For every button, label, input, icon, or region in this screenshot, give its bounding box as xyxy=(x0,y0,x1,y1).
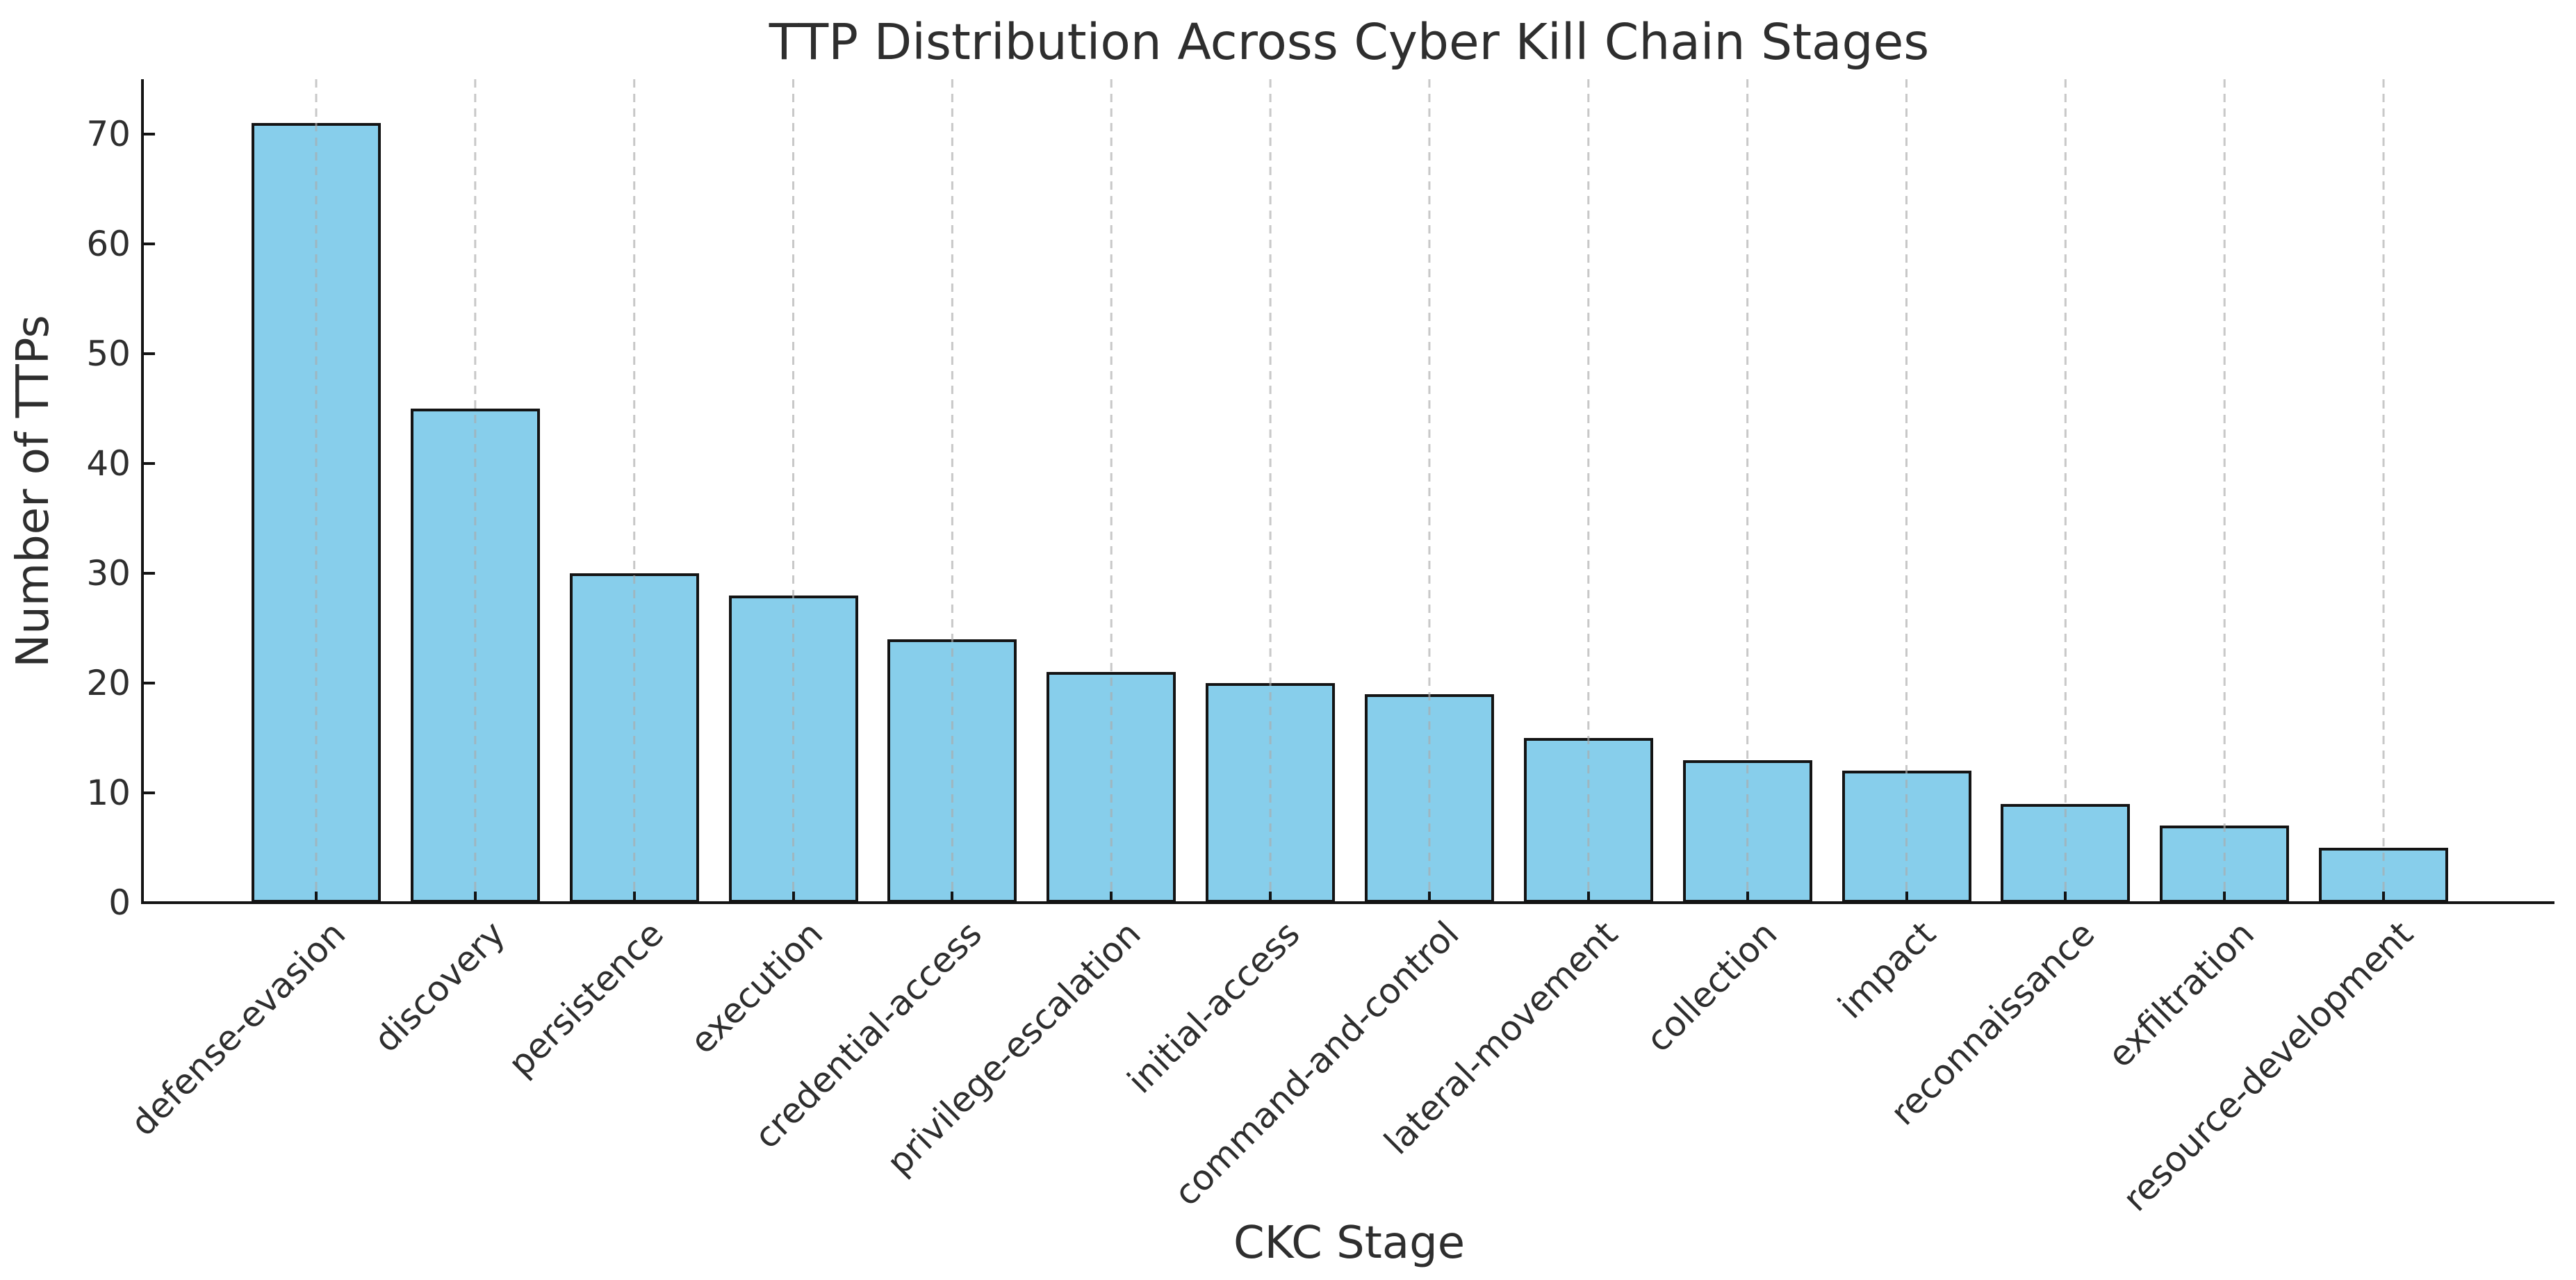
x-tick-mark xyxy=(1746,892,1749,903)
x-tick-mark xyxy=(1587,892,1590,903)
chart-title: TTP Distribution Across Cyber Kill Chain… xyxy=(769,13,1930,71)
x-tick-mark xyxy=(633,892,636,903)
bar-credential-access xyxy=(887,639,1017,903)
x-tick-label: defense-evasion xyxy=(123,913,354,1144)
bar-initial-access xyxy=(1206,683,1335,903)
x-tick-mark xyxy=(1428,892,1431,903)
x-tick-mark xyxy=(315,892,318,903)
x-tick-label: persistence xyxy=(500,913,672,1085)
x-tick-label: discovery xyxy=(366,913,513,1060)
x-tick-mark xyxy=(2223,892,2226,903)
y-tick-label: 30 xyxy=(86,553,131,593)
y-tick-label: 20 xyxy=(86,663,131,703)
y-tick-label: 10 xyxy=(86,773,131,813)
y-tick-mark xyxy=(144,352,155,355)
bar-reconnaissance xyxy=(2001,804,2130,903)
bar-execution xyxy=(729,596,858,903)
x-axis-label: CKC Stage xyxy=(1233,1217,1466,1269)
y-tick-mark xyxy=(144,243,155,245)
x-tick-mark xyxy=(1110,892,1113,903)
y-tick-label: 0 xyxy=(108,883,131,923)
x-tick-label: resource-development xyxy=(2115,913,2421,1220)
bar-impact xyxy=(1842,771,1971,903)
x-tick-label: impact xyxy=(1830,913,1944,1027)
bar-privilege-escalation xyxy=(1047,672,1176,903)
bottom-spine xyxy=(141,901,2554,904)
bar-command-and-control xyxy=(1365,694,1494,903)
x-tick-mark xyxy=(2382,892,2385,903)
y-tick-mark xyxy=(144,791,155,794)
bar-discovery xyxy=(411,409,540,903)
y-tick-label: 40 xyxy=(86,443,131,484)
x-tick-mark xyxy=(1905,892,1908,903)
x-tick-mark xyxy=(951,892,953,903)
x-tick-mark xyxy=(2064,892,2067,903)
y-tick-label: 50 xyxy=(86,334,131,374)
y-tick-mark xyxy=(144,462,155,465)
y-axis-label: Number of TTPs xyxy=(8,315,59,668)
left-spine xyxy=(141,79,144,904)
y-tick-label: 70 xyxy=(86,114,131,154)
x-tick-label: command-and-control xyxy=(1166,913,1467,1214)
x-tick-label: execution xyxy=(682,913,831,1062)
bar-persistence xyxy=(570,573,699,903)
x-tick-mark xyxy=(1269,892,1272,903)
x-tick-mark xyxy=(792,892,795,903)
y-tick-mark xyxy=(144,572,155,575)
bar-lateral-movement xyxy=(1524,738,1653,903)
bar-collection xyxy=(1683,760,1812,903)
y-tick-mark xyxy=(144,901,155,904)
x-tick-mark xyxy=(474,892,477,903)
y-tick-mark xyxy=(144,133,155,136)
x-tick-label: exfiltration xyxy=(2099,913,2262,1076)
bar-defense-evasion xyxy=(252,123,381,903)
y-tick-label: 60 xyxy=(86,224,131,264)
y-tick-mark xyxy=(144,682,155,684)
x-tick-label: collection xyxy=(1638,913,1785,1060)
